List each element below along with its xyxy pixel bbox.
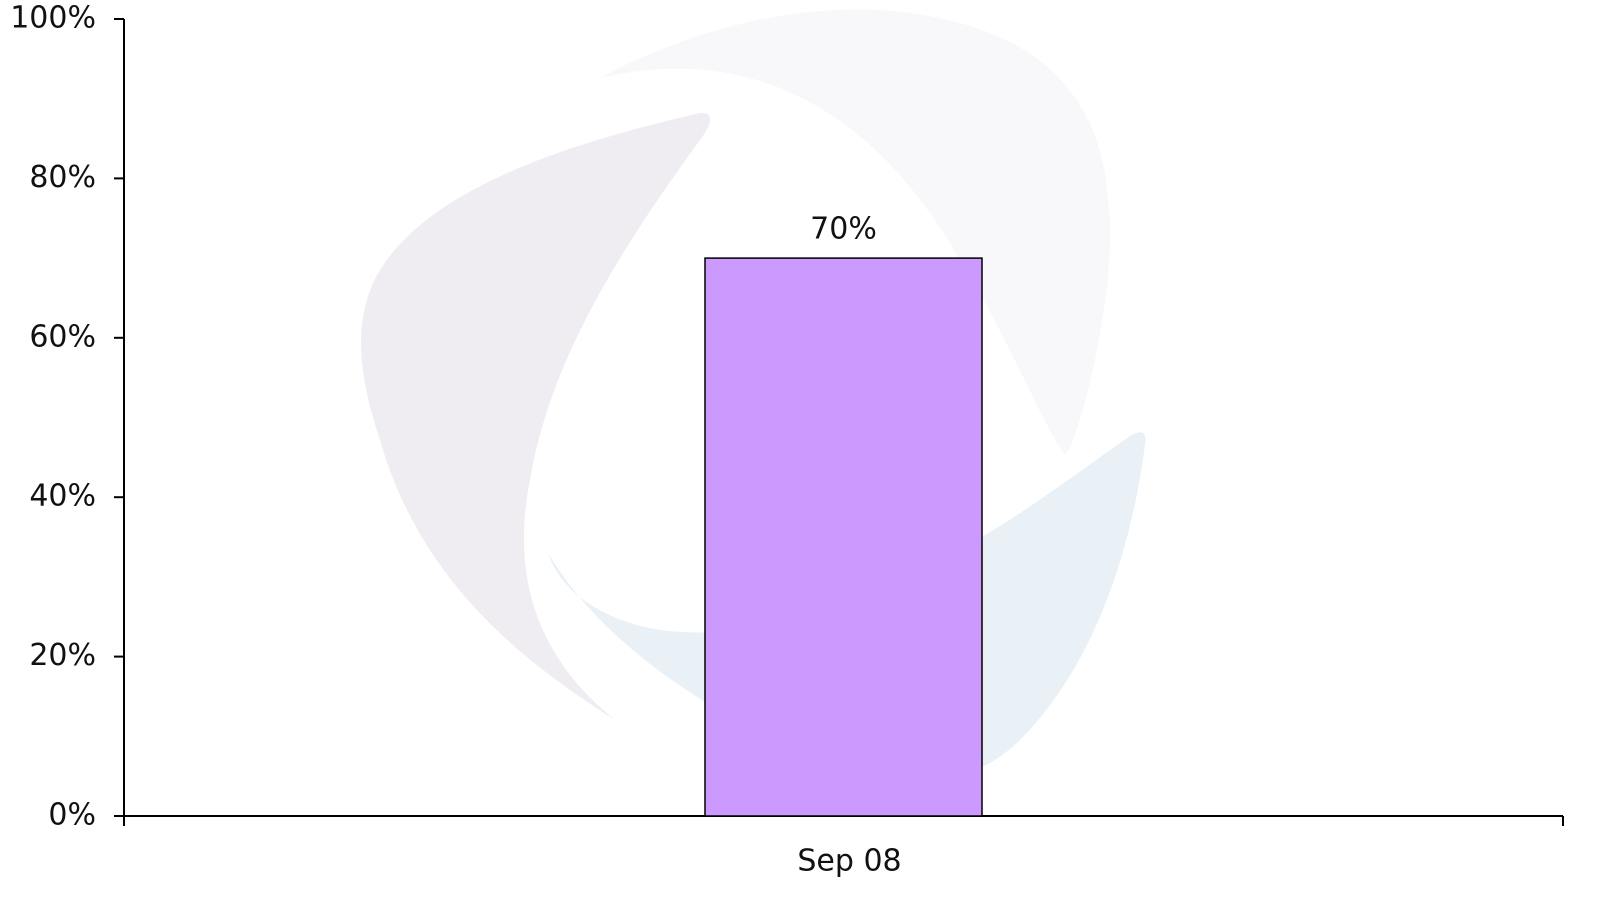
y-tick-label: 40% [29, 479, 96, 514]
data-label: 70% [810, 212, 877, 247]
y-tick-label: 20% [29, 638, 96, 673]
y-tick-label: 0% [48, 798, 96, 833]
y-tick-label: 80% [29, 160, 96, 195]
y-tick-label: 60% [29, 319, 96, 354]
chart: 0% 20% 40% 60% 80% 100% Sep 08 70% [0, 0, 1616, 908]
page: {"chart_data": { "type": "bar", "categor… [0, 0, 1616, 908]
x-tick-label: Sep 08 [797, 844, 901, 879]
y-tick-label: 100% [10, 1, 96, 36]
bar [705, 258, 982, 816]
